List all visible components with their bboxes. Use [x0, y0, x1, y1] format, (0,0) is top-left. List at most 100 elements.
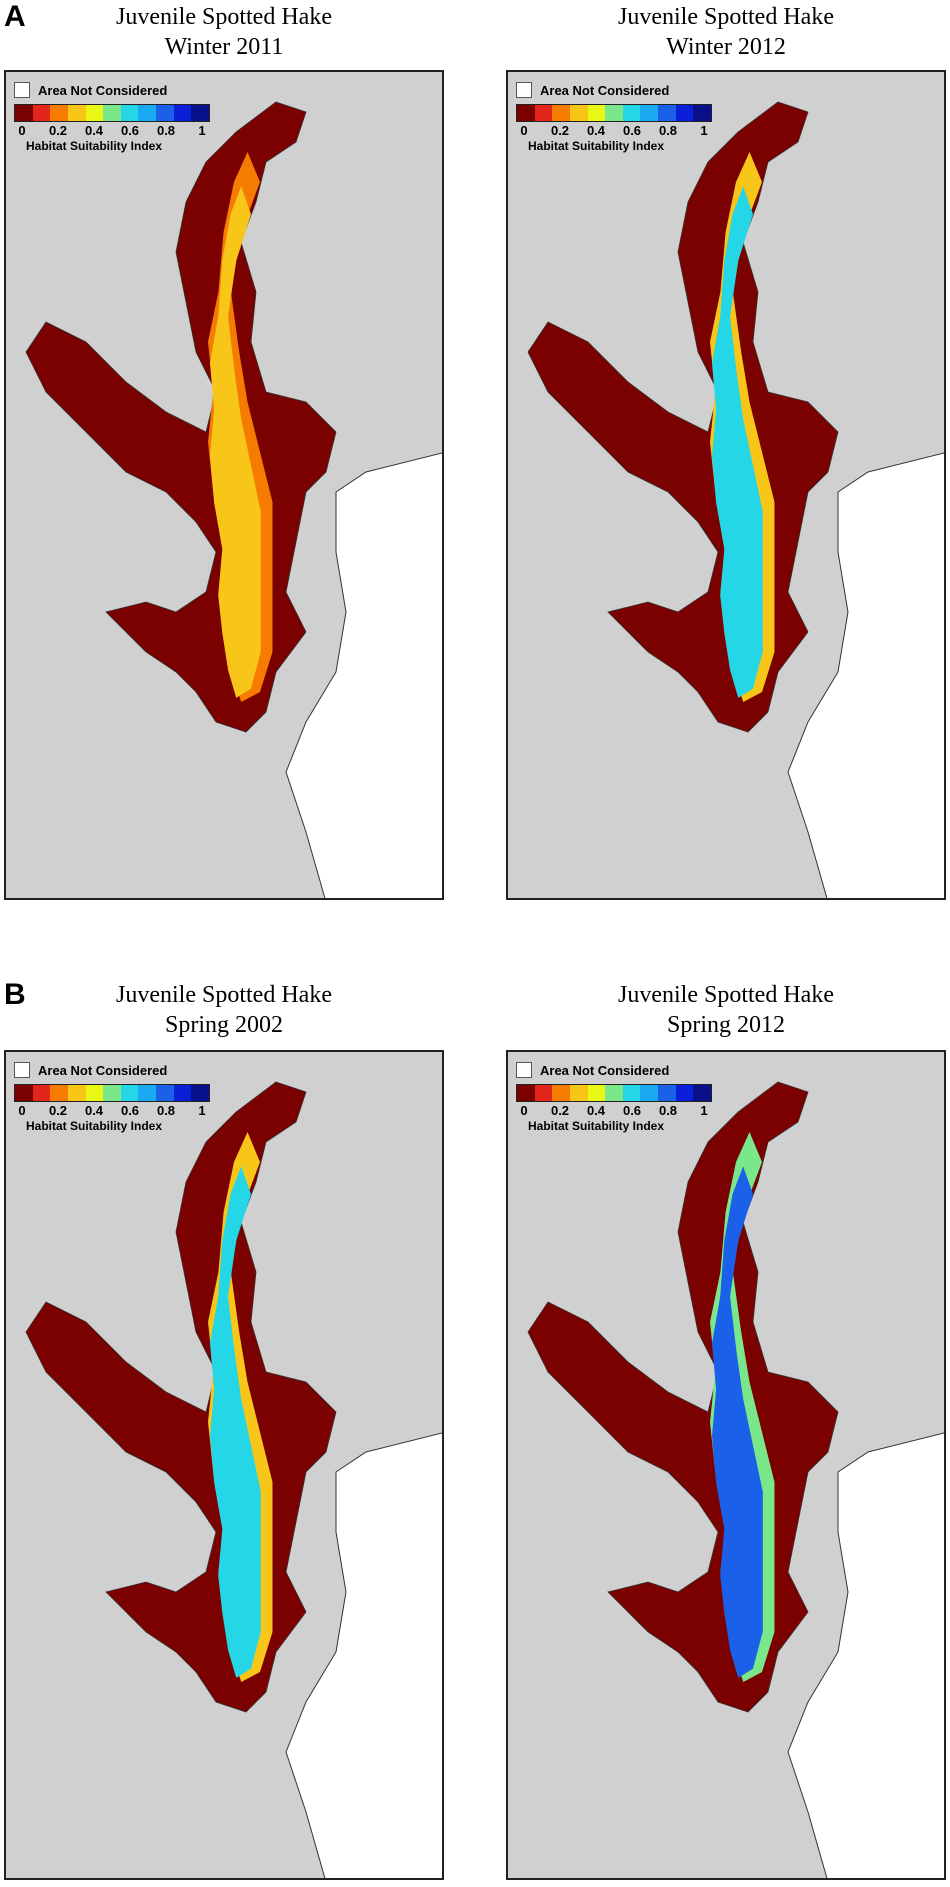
legend-not-considered-label: Area Not Considered	[540, 1062, 670, 1078]
colorbar-tick-label: 0.6	[622, 1103, 642, 1118]
legend-white-swatch	[14, 1062, 30, 1078]
legend-not-considered: Area Not Considered	[14, 80, 224, 100]
colorbar-tick-label: 0	[18, 123, 26, 138]
colorbar-swatch	[658, 105, 676, 121]
bay-shore-region	[25, 101, 337, 733]
colorbar-tick-label: 0.8	[156, 123, 176, 138]
colorbar	[516, 104, 712, 122]
estuary-map-graphic	[527, 101, 944, 898]
map-title-spring-2012: Juvenile Spotted Hake Spring 2012	[506, 980, 946, 1040]
map-legend: Area Not Considered 0 0.2 0.4 0.6 0.8 1 Habitat…	[516, 80, 726, 153]
map-title-line2: Winter 2011	[164, 34, 284, 60]
map-title-line2: Spring 2012	[666, 1012, 785, 1038]
colorbar-tick-label: 1	[198, 1103, 206, 1118]
colorbar-swatch	[32, 105, 51, 121]
colorbar-swatch	[173, 105, 192, 121]
map-title-line1: Juvenile Spotted Hake	[116, 982, 332, 1008]
colorbar-tick-label: 0.8	[658, 1103, 678, 1118]
colorbar-swatch	[693, 1085, 712, 1101]
bay-channel-region	[210, 1166, 261, 1678]
colorbar-title: Habitat Suitability Index	[528, 139, 665, 153]
map-title-line1: Juvenile Spotted Hake	[618, 4, 834, 30]
legend-white-swatch	[516, 1062, 532, 1078]
colorbar-swatch	[693, 105, 712, 121]
map-title-line2: Winter 2012	[666, 34, 786, 60]
colorbar-swatch	[640, 105, 659, 121]
estuary-map-graphic	[527, 1081, 944, 1878]
colorbar-swatch	[67, 1085, 86, 1101]
colorbar-tick-label: 0.2	[48, 1103, 68, 1118]
colorbar-swatch	[138, 105, 157, 121]
map-legend: Area Not Considered 0 0.2 0.4 0.6 0.8 1 Habitat…	[14, 1060, 224, 1133]
colorbar-tick-label: 0.6	[120, 1103, 140, 1118]
colorbar-swatch	[32, 1085, 51, 1101]
panel-letter-b: B	[4, 978, 26, 1011]
colorbar-tick-label: 1	[700, 123, 708, 138]
map-winter-2012: Area Not Considered 0 0.2 0.4 0.6 0.8 1 Habitat…	[506, 70, 946, 900]
colorbar-swatch	[50, 1085, 68, 1101]
colorbar-swatch	[15, 1085, 33, 1101]
colorbar-tick-label: 0	[520, 1103, 528, 1118]
colorbar-swatch	[191, 1085, 210, 1101]
colorbar-tick-label: 1	[198, 123, 206, 138]
colorbar-swatch	[587, 105, 606, 121]
colorbar-swatch	[658, 1085, 676, 1101]
colorbar-swatch	[552, 105, 570, 121]
colorbar-ticks: 0 0.2 0.4 0.6 0.8 1	[516, 1102, 712, 1118]
colorbar-swatch	[534, 1085, 553, 1101]
colorbar-swatch	[120, 1085, 139, 1101]
map-title-line2: Spring 2002	[164, 1012, 283, 1038]
bay-channel-region	[712, 1166, 763, 1678]
colorbar-swatch	[191, 105, 210, 121]
colorbar-swatch	[138, 1085, 157, 1101]
map-title-line1: Juvenile Spotted Hake	[116, 4, 332, 30]
ocean-area	[787, 452, 944, 898]
colorbar-tick-label: 0.8	[658, 123, 678, 138]
colorbar-ticks: 0 0.2 0.4 0.6 0.8 1	[14, 1102, 210, 1118]
colorbar-swatch	[103, 1085, 121, 1101]
colorbar-swatch	[120, 105, 139, 121]
colorbar-tick-label: 0.4	[586, 1103, 606, 1118]
colorbar-swatch	[50, 105, 68, 121]
bay-channel-region	[712, 186, 763, 698]
colorbar-swatch	[534, 105, 553, 121]
map-winter-2011: Area Not Considered 0 0.2 0.4 0.6 0.8 1 Habitat…	[4, 70, 444, 900]
colorbar-swatch	[517, 105, 535, 121]
map-legend: Area Not Considered 0 0.2 0.4 0.6 0.8 1 Habitat…	[516, 1060, 726, 1133]
colorbar-swatch	[587, 1085, 606, 1101]
colorbar-swatch	[569, 105, 588, 121]
colorbar-swatch	[675, 105, 694, 121]
map-spring-2002: Area Not Considered 0 0.2 0.4 0.6 0.8 1 Habitat…	[4, 1050, 444, 1880]
colorbar-swatch	[156, 105, 174, 121]
colorbar-title: Habitat Suitability Index	[26, 139, 163, 153]
colorbar-swatch	[85, 105, 104, 121]
colorbar-tick-label: 0.4	[586, 123, 606, 138]
colorbar-swatch	[173, 1085, 192, 1101]
colorbar-swatch	[640, 1085, 659, 1101]
legend-not-considered-label: Area Not Considered	[540, 82, 670, 98]
estuary-map-graphic	[25, 1081, 442, 1878]
colorbar-tick-label: 0.4	[84, 123, 104, 138]
map-title-winter-2012: Juvenile Spotted Hake Winter 2012	[506, 2, 946, 62]
colorbar-title: Habitat Suitability Index	[26, 1119, 163, 1133]
map-title-line1: Juvenile Spotted Hake	[618, 982, 834, 1008]
map-spring-2012: Area Not Considered 0 0.2 0.4 0.6 0.8 1 Habitat…	[506, 1050, 946, 1880]
colorbar-swatch	[675, 1085, 694, 1101]
ocean-area	[787, 1432, 944, 1878]
colorbar-swatch	[622, 105, 641, 121]
map-title-winter-2011: Juvenile Spotted Hake Winter 2011	[4, 2, 444, 62]
colorbar-tick-label: 0.2	[550, 1103, 570, 1118]
colorbar-swatch	[85, 1085, 104, 1101]
colorbar-tick-label: 1	[700, 1103, 708, 1118]
colorbar-swatch	[605, 105, 623, 121]
legend-not-considered: Area Not Considered	[516, 1060, 726, 1080]
legend-not-considered-label: Area Not Considered	[38, 1062, 168, 1078]
ocean-area	[285, 1432, 442, 1878]
legend-not-considered: Area Not Considered	[14, 1060, 224, 1080]
colorbar-tick-label: 0	[520, 123, 528, 138]
colorbar	[14, 104, 210, 122]
colorbar	[516, 1084, 712, 1102]
colorbar-swatch	[552, 1085, 570, 1101]
bay-shore-region	[527, 101, 839, 733]
colorbar-title: Habitat Suitability Index	[528, 1119, 665, 1133]
